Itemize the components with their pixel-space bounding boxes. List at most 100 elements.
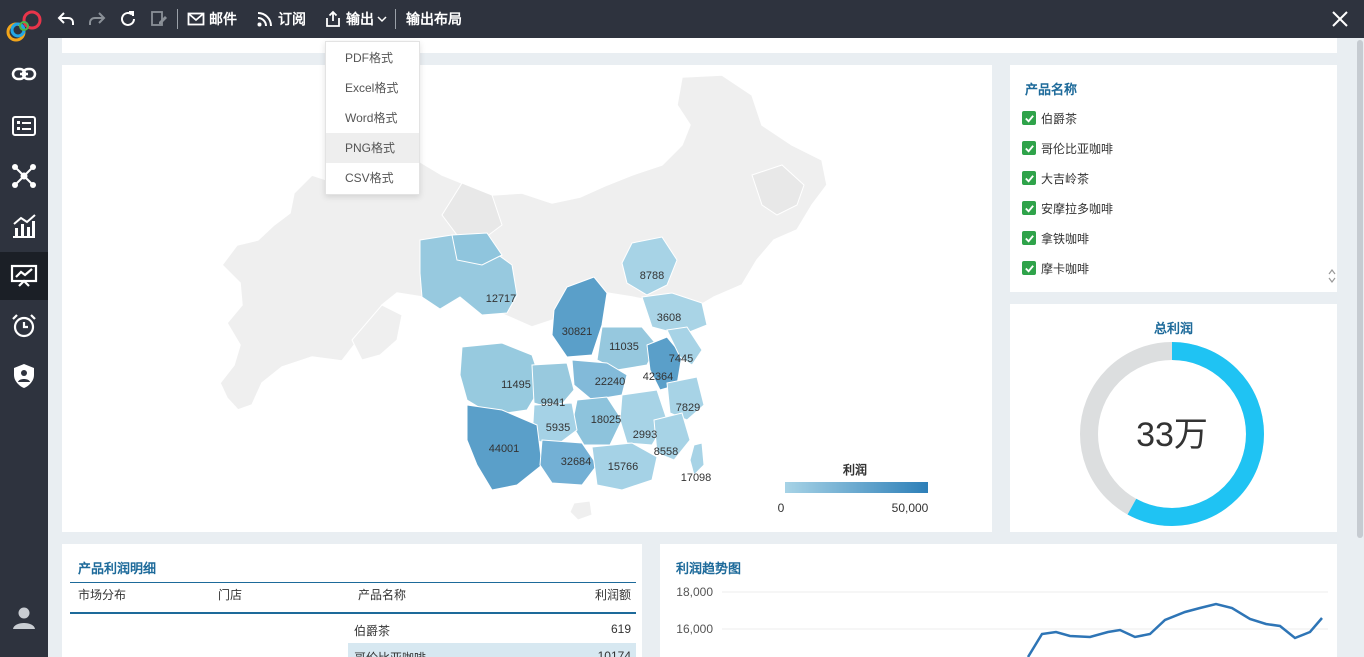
top-toolbar: 邮件 订阅 输出 输出布局 — [48, 0, 1364, 38]
scroll-arrows-icon[interactable] — [1328, 268, 1336, 284]
scrollbar-thumb[interactable] — [1357, 40, 1363, 538]
cell-product: 哥伦比亚咖啡 — [354, 649, 426, 657]
legend-min-label: 0 — [778, 501, 785, 515]
chevron-down-icon — [377, 16, 387, 23]
trend-line — [1026, 602, 1323, 657]
map-value-label: 22240 — [595, 376, 626, 388]
china-profit-map: 8788 12717 30821 3608 11035 7445 11495 22240 423… — [62, 65, 992, 532]
province-henan — [596, 326, 658, 371]
undo-icon[interactable] — [57, 0, 75, 38]
y-tick-18000: 18,000 — [676, 585, 713, 599]
list-icon[interactable] — [0, 102, 48, 150]
menu-item-word[interactable]: Word格式 — [345, 111, 398, 125]
column-header-profit[interactable]: 利润额 — [594, 588, 631, 602]
filter-item-label: 安摩拉多咖啡 — [1041, 201, 1114, 216]
checkbox-checked-icon[interactable] — [1022, 201, 1036, 215]
province-guangdong — [591, 442, 658, 491]
redo-icon[interactable] — [88, 0, 106, 38]
map-value-label: 42364 — [643, 371, 674, 383]
profit-trend-chart: 利润趋势图 18,000 16,000 — [660, 544, 1337, 657]
menu-item-pdf[interactable]: PDF格式 — [345, 51, 394, 65]
table-row[interactable]: 伯爵茶 619 — [348, 616, 636, 643]
map-value-label: 7829 — [676, 402, 700, 414]
link-icon[interactable] — [0, 50, 48, 98]
analytics-chart-icon[interactable] — [0, 202, 48, 250]
filter-checkbox-item[interactable]: 安摩拉多咖啡 — [1022, 199, 1113, 217]
filter-checkbox-item[interactable]: 摩卡咖啡 — [1022, 259, 1089, 277]
export-layout-button[interactable]: 输出布局 — [406, 0, 462, 38]
mail-label: 邮件 — [209, 11, 237, 27]
province-hainan — [569, 500, 593, 521]
province-guangxi — [539, 439, 598, 486]
edit-icon[interactable] — [150, 0, 168, 38]
column-header-store[interactable]: 门店 — [218, 588, 243, 602]
dashboard-title-bar — [62, 38, 1337, 53]
y-tick-16000: 16,000 — [676, 622, 713, 636]
map-value-label: 17098 — [681, 472, 712, 484]
donut-progress-arc — [1080, 342, 1264, 526]
menu-item-csv[interactable]: CSV格式 — [345, 171, 394, 185]
subscribe-button[interactable]: 订阅 — [256, 0, 306, 38]
map-value-label: 32684 — [561, 456, 592, 468]
product-filter-panel: 产品名称 伯爵茶哥伦比亚咖啡 大吉岭茶安摩拉多咖啡拿铁咖啡摩卡咖啡 — [1010, 65, 1337, 292]
legend-color-ramp — [785, 482, 928, 493]
checkbox-checked-icon[interactable] — [1022, 141, 1036, 155]
kpi-title: 总利润 — [1154, 321, 1194, 336]
security-shield-icon[interactable] — [0, 352, 48, 400]
filter-checkbox-item[interactable]: 大吉岭茶 — [1022, 169, 1089, 187]
network-icon[interactable] — [0, 152, 48, 200]
export-icon — [326, 10, 340, 27]
checkbox-checked-icon[interactable] — [1022, 261, 1036, 275]
province-shandong — [641, 292, 708, 336]
map-value-label: 15766 — [608, 461, 639, 473]
refresh-icon[interactable] — [119, 0, 137, 38]
filter-checkbox-item[interactable]: 伯爵茶 — [1022, 109, 1077, 127]
dashboard-presentation-icon[interactable] — [0, 252, 48, 300]
province-zhejiang — [666, 376, 705, 421]
province-yunnan — [466, 404, 543, 491]
province-sichuan — [459, 342, 543, 416]
map-value-label: 3608 — [657, 312, 681, 324]
user-icon[interactable] — [0, 594, 48, 642]
filter-item-label: 伯爵茶 — [1041, 111, 1078, 126]
export-layout-label: 输出布局 — [406, 11, 462, 27]
app-logo-icon[interactable] — [4, 4, 44, 44]
map-value-label: 30821 — [562, 326, 593, 338]
map-value-label: 9941 — [541, 397, 565, 409]
map-value-label: 5935 — [546, 422, 570, 434]
checkbox-checked-icon[interactable] — [1022, 171, 1036, 185]
product-profit-table: 产品利润明细 市场分布 门店 产品名称 利润额 伯爵茶 619 哥伦比亚咖啡 1… — [62, 544, 642, 657]
province-shaanxi — [551, 276, 608, 358]
close-icon[interactable] — [1331, 0, 1349, 38]
filter-title: 产品名称 — [1025, 82, 1078, 97]
page-scrollbar[interactable] — [1356, 38, 1364, 657]
export-label: 输出 — [346, 11, 374, 27]
alarm-clock-icon[interactable] — [0, 302, 48, 350]
menu-item-png[interactable]: PNG格式 — [326, 133, 419, 163]
map-canvas: 8788 12717 30821 3608 11035 7445 11495 22240 423… — [219, 74, 929, 521]
map-provinces — [419, 232, 708, 521]
cell-profit: 619 — [610, 622, 631, 636]
checkbox-checked-icon[interactable] — [1022, 111, 1036, 125]
table-title: 产品利润明细 — [78, 561, 157, 576]
export-format-menu: PDF格式 Excel格式 Word格式 PNG格式 CSV格式 — [325, 41, 420, 195]
filter-checkbox-item[interactable]: 哥伦比亚咖啡 — [1022, 139, 1113, 157]
province-chongqing — [531, 362, 575, 411]
column-header-product[interactable]: 产品名称 — [358, 588, 407, 602]
filter-item-label: 大吉岭茶 — [1041, 171, 1090, 186]
checkbox-checked-icon[interactable] — [1022, 231, 1036, 245]
filter-checkbox-item[interactable]: 拿铁咖啡 — [1022, 229, 1089, 247]
table-row[interactable]: 哥伦比亚咖啡 10174 — [348, 643, 636, 657]
province-jiangsu — [666, 326, 703, 366]
map-value-label: 12717 — [486, 293, 517, 305]
mail-icon — [187, 12, 205, 26]
column-header-market[interactable]: 市场分布 — [78, 588, 127, 602]
filter-item-label: 哥伦比亚咖啡 — [1041, 141, 1114, 156]
export-dropdown-button[interactable]: 输出 — [324, 0, 388, 38]
map-value-label: 8788 — [640, 270, 664, 282]
menu-item-excel[interactable]: Excel格式 — [345, 81, 399, 95]
mail-button[interactable]: 邮件 — [187, 0, 237, 38]
province-hebei — [621, 236, 678, 296]
trend-title: 利润趋势图 — [676, 561, 742, 576]
cell-product: 伯爵茶 — [354, 624, 391, 638]
